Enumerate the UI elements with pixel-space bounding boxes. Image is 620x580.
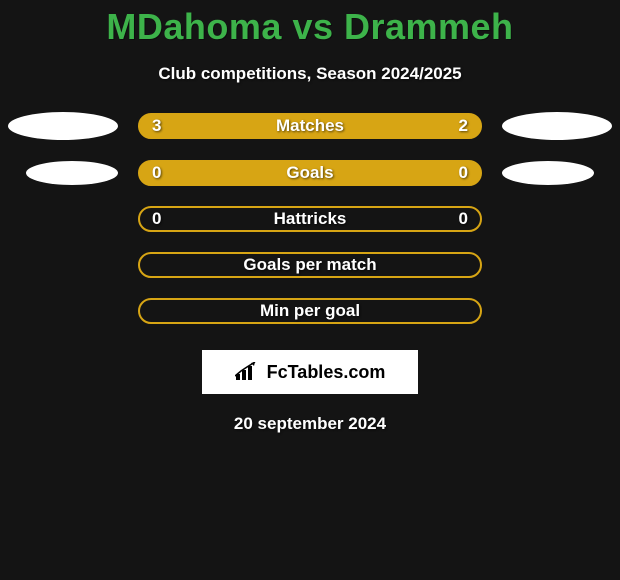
stat-left-value: 0	[152, 163, 161, 183]
footer-date: 20 september 2024	[234, 414, 386, 434]
brand-text: FcTables.com	[267, 362, 386, 383]
stat-rows: 3 Matches 2 0 Goals 0 0 Hattricks 0	[0, 112, 620, 324]
stat-right-value: 0	[459, 163, 468, 183]
stat-row-goals: 0 Goals 0	[0, 160, 620, 186]
stat-label: Matches	[276, 116, 344, 136]
stat-left-value: 0	[152, 209, 161, 229]
right-ellipse	[502, 161, 594, 185]
stat-bar: Min per goal	[138, 298, 482, 324]
stat-right-value: 2	[459, 116, 468, 136]
stat-row-goals-per-match: Goals per match	[0, 252, 620, 278]
stat-right-value: 0	[459, 209, 468, 229]
page-title: MDahoma vs Drammeh	[106, 6, 513, 48]
left-ellipse	[8, 112, 118, 140]
stat-row-hattricks: 0 Hattricks 0	[0, 206, 620, 232]
page-subtitle: Club competitions, Season 2024/2025	[158, 64, 461, 84]
stat-label: Goals per match	[243, 255, 376, 275]
brand-box: FcTables.com	[202, 350, 418, 394]
page: MDahoma vs Drammeh Club competitions, Se…	[0, 0, 620, 580]
stat-label: Goals	[286, 163, 333, 183]
stat-bar: Goals per match	[138, 252, 482, 278]
stat-bar: 0 Goals 0	[138, 160, 482, 186]
stat-left-value: 3	[152, 116, 161, 136]
stat-bar: 3 Matches 2	[138, 113, 482, 139]
right-ellipse	[502, 112, 612, 140]
stat-row-min-per-goal: Min per goal	[0, 298, 620, 324]
stat-row-matches: 3 Matches 2	[0, 112, 620, 140]
left-ellipse	[26, 161, 118, 185]
bar-chart-icon	[235, 362, 259, 382]
stat-bar: 0 Hattricks 0	[138, 206, 482, 232]
stat-label: Min per goal	[260, 301, 360, 321]
stat-label: Hattricks	[274, 209, 347, 229]
